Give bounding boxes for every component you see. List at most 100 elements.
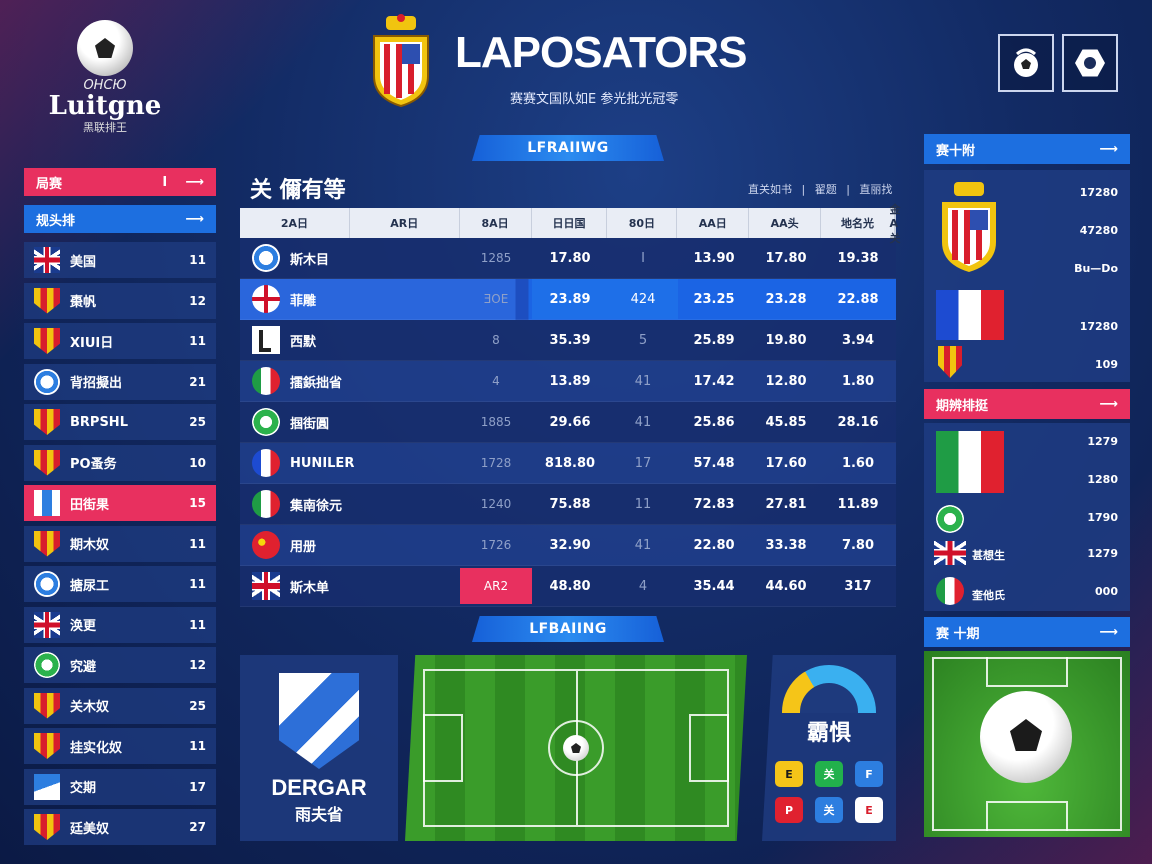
apps-panel-label: 霸惧	[806, 721, 851, 746]
table-cell: 22.80	[693, 537, 735, 553]
table-row[interactable]: 斯木单 AR2 48.80 4 35.44 44.60 317	[240, 566, 896, 607]
right-panel-header[interactable]: 赛十附 ⟶	[924, 134, 1130, 164]
sidebar-button-primary[interactable]: 局赛 I ⟶	[24, 168, 216, 196]
table-row[interactable]: 用册 1726 32.90 41 22.80 33.38 7.80	[240, 525, 896, 566]
center-circle	[548, 720, 604, 776]
penalty-box-bottom	[985, 801, 1069, 831]
sidebar-item-value: 25	[189, 415, 206, 429]
sidebar-item[interactable]: 背招擬出 21	[24, 363, 216, 400]
round-crest-icon	[252, 244, 280, 272]
w-crest-icon	[34, 773, 60, 800]
table-column-header[interactable]: 2A日	[240, 208, 350, 238]
table-filters[interactable]: 直关如书 | 翟题 | 直丽找	[748, 183, 893, 196]
app-icon-button[interactable]: P	[775, 797, 803, 823]
sidebar-item[interactable]: 廷美奴 27	[24, 809, 216, 845]
pitch-panel[interactable]	[405, 655, 747, 841]
table-row[interactable]: 西默 8 35.39 5 25.89 19.80 3.94	[240, 320, 896, 361]
app-icon-button[interactable]: F	[855, 761, 883, 787]
app-icon-button[interactable]: E	[775, 761, 803, 787]
bar-crest-icon	[34, 490, 60, 516]
table-column-header[interactable]: AA头	[749, 208, 822, 238]
team-cell: 用册	[240, 525, 460, 565]
right-panel-header[interactable]: 期辨排挺 ⟶	[924, 389, 1130, 419]
app-icon-button[interactable]: E	[855, 797, 883, 823]
shield-crest-icon	[34, 409, 60, 435]
sidebar-button-secondary[interactable]: 规头排 ⟶	[24, 205, 216, 233]
round-crest-icon	[34, 368, 60, 395]
right-panel-box: 17280 47280 Bu—Do 17280 109	[924, 170, 1130, 382]
france-flag-icon	[252, 449, 280, 477]
league-icon-button[interactable]	[998, 34, 1054, 92]
sidebar-item[interactable]: 究避 12	[24, 647, 216, 683]
table-cell: 25.86	[693, 414, 735, 430]
table-row[interactable]: 集南徐元 1240 75.88 11 72.83 27.81 11.89	[240, 484, 896, 525]
penalty-box-left	[423, 714, 463, 782]
app-icon-button[interactable]: 关	[815, 761, 843, 787]
table-title: 关 儞有等	[250, 178, 346, 203]
shield-crest-icon	[34, 328, 60, 354]
sidebar-item[interactable]: 期木奴 11	[24, 525, 216, 562]
team-cell: 西默	[240, 320, 460, 360]
table-row[interactable]: 擂鋲拙省 4 13.89 41 17.42 12.80 1.80	[240, 361, 896, 402]
team-name: 集南徐元	[290, 498, 343, 514]
table-cell: 13.90	[693, 250, 735, 266]
sidebar-item[interactable]: 关木奴 25	[24, 687, 216, 724]
team-name: 菲雕	[290, 293, 317, 309]
table-cell: 1726	[480, 538, 512, 552]
table-column-header[interactable]: 金A关	[890, 203, 901, 245]
table-cell: 17.60	[765, 455, 807, 471]
sidebar-item[interactable]: BRPSHL 25	[24, 404, 216, 440]
table-column-header[interactable]: 8A日	[460, 208, 532, 238]
sidebar-item[interactable]: 棗帆 12	[24, 282, 216, 319]
table-column-header[interactable]: 日日国	[532, 208, 608, 238]
team-name: 西默	[290, 334, 317, 350]
right-pitch-image[interactable]	[924, 651, 1130, 837]
table-cell: 8	[492, 333, 500, 347]
sidebar-item-label: 涣更	[70, 619, 97, 634]
right-panel-title: 赛 十期	[936, 626, 980, 642]
uk-flag-icon	[934, 541, 966, 565]
table-cell: 1285	[480, 251, 512, 265]
france-flag-icon	[936, 290, 1004, 340]
table-cell: 19.38	[837, 250, 879, 266]
table-cell: 57.48	[693, 455, 735, 471]
shield-crest-icon	[34, 287, 60, 314]
sidebar-item[interactable]: 涣更 11	[24, 606, 216, 643]
right-value: 47280	[1079, 224, 1118, 237]
settings-icon-button[interactable]	[1062, 34, 1118, 92]
left-sidebar: 局赛 I ⟶ 规头排 ⟶ 美国 11 棗帆 12 XIUI日 11 背招擬出 21 BRPSHL…	[24, 168, 216, 850]
table-cell: 48.80	[549, 578, 591, 594]
sidebar-item-label: 美国	[70, 254, 97, 270]
penalty-box-top	[985, 657, 1069, 687]
sidebar-item[interactable]: 挂实化奴 11	[24, 728, 216, 764]
table-column-header[interactable]: 地名光	[821, 208, 895, 238]
team-name: 用册	[290, 539, 317, 555]
table-cell: 33.38	[765, 537, 807, 553]
arrow-right-icon: ⟶	[185, 174, 204, 190]
right-panel-header[interactable]: 赛 十期 ⟶	[924, 617, 1130, 647]
table-row[interactable]: 菲雕 ƎOE 23.89 424 23.25 23.28 22.88	[240, 279, 896, 320]
right-row-label: 奎他氏	[972, 589, 1005, 602]
app-icon-button[interactable]: 关	[815, 797, 843, 823]
table-cell: 22.88	[837, 291, 879, 307]
table-cell: 45.85	[765, 414, 807, 430]
crest-icon	[373, 14, 429, 108]
table-column-header[interactable]: AR日	[350, 208, 460, 238]
right-value: Bu—Do	[1074, 262, 1118, 275]
table-row[interactable]: HUNILER 1728 818.80 17 57.48 17.60 1.60	[240, 443, 896, 484]
sidebar-item[interactable]: 美国 11	[24, 242, 216, 278]
table-row[interactable]: 斯木目 1285 17.80 I 13.90 17.80 19.38	[240, 238, 896, 279]
table-row[interactable]: 掴街圓 1885 29.66 41 25.86 45.85 28.16	[240, 402, 896, 443]
sidebar-item-value: 21	[189, 374, 206, 389]
team-cell: 掴街圓	[240, 402, 460, 442]
table-column-header[interactable]: AA日	[677, 208, 750, 238]
sidebar-item[interactable]: 田街果 15	[24, 485, 216, 521]
sidebar-item[interactable]: 搪尿工 11	[24, 566, 216, 602]
sidebar-item[interactable]: XIUI日 11	[24, 323, 216, 359]
sidebar-item[interactable]: PO蚤务 10	[24, 444, 216, 481]
table-column-header[interactable]: 80日	[607, 208, 678, 238]
club-logo-panel[interactable]: DERGAR 雨夫省	[240, 655, 398, 841]
table-cell: 41	[634, 537, 652, 553]
league-logo[interactable]: ОНСЮ Luitgne 黑联排王	[40, 14, 170, 154]
sidebar-item[interactable]: 交期 17	[24, 768, 216, 805]
